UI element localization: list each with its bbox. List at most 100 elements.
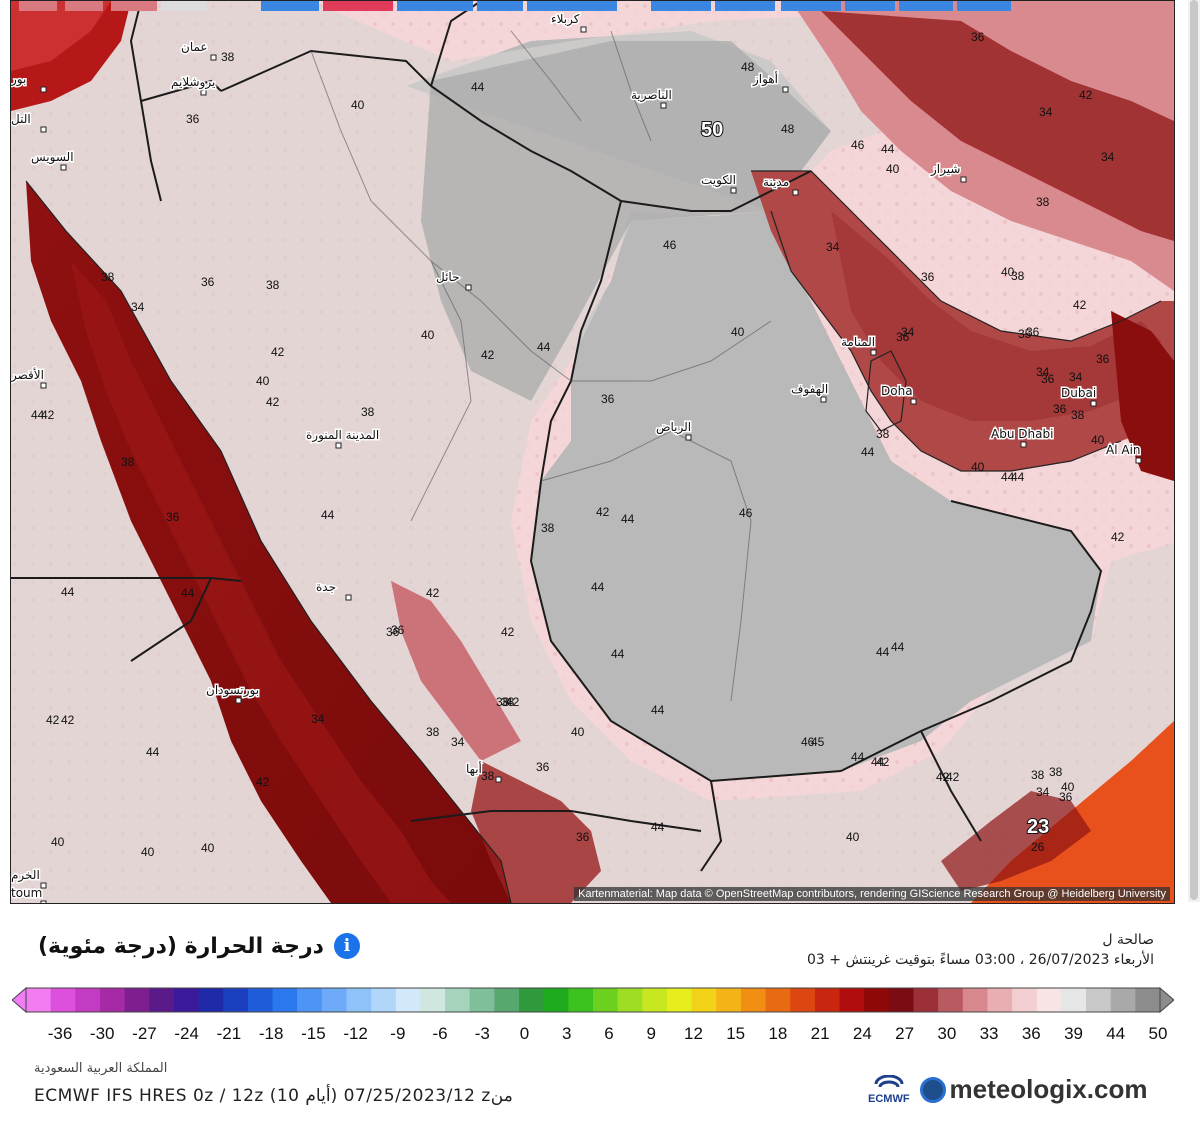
temp-label: 44	[591, 580, 605, 594]
footer-cut-text	[34, 1120, 1164, 1129]
colorbar-segment	[568, 988, 594, 1012]
temp-label: 44	[651, 820, 665, 834]
top-strip-7	[397, 1, 473, 11]
colorbar-segment	[494, 988, 520, 1012]
scrollbar[interactable]	[1188, 0, 1200, 902]
region-label: المملكة العربية السعودية	[34, 1061, 168, 1076]
colorbar-tick-label: 21	[810, 1024, 830, 1043]
colorbar-segment	[149, 988, 175, 1012]
temp-label: 36	[536, 760, 550, 774]
ecmwf-logo[interactable]: ECMWF	[868, 1074, 910, 1105]
top-strip-8	[477, 1, 523, 11]
city-marker	[235, 697, 242, 704]
city-label: الرياض	[656, 420, 691, 435]
colorbar-tick-label: 36	[1021, 1024, 1041, 1043]
colorbar-segment	[888, 988, 914, 1012]
city-marker	[210, 54, 217, 61]
city-marker	[730, 187, 737, 194]
temp-label: 36	[601, 392, 615, 406]
city-marker	[1020, 441, 1027, 448]
city-label: مدينة	[763, 175, 789, 189]
city-label: بورتسودان	[206, 683, 259, 698]
province-borders	[310, 30, 772, 702]
colorbar-tick-label: 44	[1106, 1024, 1126, 1043]
city-marker	[820, 396, 827, 403]
city-marker	[782, 86, 789, 93]
colorbar-segment	[297, 988, 323, 1012]
temp-label: 40	[1091, 433, 1105, 447]
temp-label: 38	[221, 50, 235, 64]
city-label: يروشلايم	[171, 75, 215, 90]
top-strip-6	[323, 1, 393, 11]
city-label: أهواز	[752, 71, 778, 87]
top-strip-15	[957, 1, 1011, 11]
city-label: Doha	[881, 384, 913, 398]
colorbar-segment	[839, 988, 865, 1012]
city-marker	[660, 102, 667, 109]
top-strip-2	[65, 1, 103, 11]
colorbar-segment	[1110, 988, 1136, 1012]
colorbar-tick-label: 39	[1064, 1024, 1083, 1043]
hot-region-core	[406, 31, 1101, 781]
colorbar-segment	[740, 988, 767, 1012]
colorbar-segment	[913, 988, 939, 1012]
city-marker	[60, 164, 67, 171]
colorbar-tick-label: -12	[343, 1024, 368, 1043]
top-strip-9	[527, 1, 617, 11]
colorbar-tick-label: 50	[1148, 1024, 1168, 1043]
temp-label: 34	[1039, 105, 1053, 119]
temp-label: 38	[426, 725, 440, 739]
colorbar-segment	[173, 988, 200, 1012]
colorbar-segment	[420, 988, 446, 1012]
colorbar-tick-label: -36	[47, 1024, 73, 1043]
city-label: Dubai	[1061, 386, 1096, 400]
temp-label: 34	[451, 735, 465, 749]
colorbar-segment	[543, 988, 569, 1012]
temp-label: 42	[481, 348, 495, 362]
colorbar-segment	[642, 988, 668, 1012]
temp-label: 44	[881, 142, 895, 156]
temp-label: 36	[186, 112, 200, 126]
top-strip-13	[845, 1, 895, 11]
temp-label: 40	[256, 374, 270, 388]
top-strip-11	[715, 1, 775, 11]
temp-label: 40	[141, 845, 155, 859]
temp-label: 44	[1001, 470, 1015, 484]
temp-label: 44	[31, 408, 45, 422]
temperature-map[interactable]: 38 36 40 44 48 48 46 44 42 38 36 34 40 38 42 40 38 34 36 42…	[10, 0, 1175, 904]
temp-label: 44	[621, 512, 635, 526]
temp-label: 40	[886, 162, 900, 176]
gulf-inner	[831, 211, 1161, 421]
colorbar-tick-label: 0	[519, 1024, 530, 1043]
colorbar-segment	[1135, 988, 1161, 1012]
colorbar-segment	[814, 988, 841, 1012]
city-marker	[792, 189, 799, 196]
top-strip-3	[111, 1, 157, 11]
city-marker	[345, 594, 352, 601]
colorbar-segment	[1086, 988, 1112, 1012]
temp-label: 36	[1041, 372, 1055, 386]
colorbar-segment	[395, 988, 421, 1012]
meteologix-logo[interactable]: meteologix.com	[919, 1074, 1147, 1105]
temp-label: 40	[846, 830, 860, 844]
temp-label: 38	[876, 427, 890, 441]
info-icon[interactable]: i	[333, 933, 360, 959]
oman-coast	[941, 791, 1091, 891]
top-strip-1	[19, 1, 57, 11]
city-marker	[960, 176, 967, 183]
scrollbar-thumb[interactable]	[1190, 0, 1198, 900]
colorbar-segment	[765, 988, 791, 1012]
colorbar-segment	[223, 988, 249, 1012]
colorbar-frame	[25, 987, 1161, 1013]
color-scale-bar	[12, 986, 1174, 1014]
colorbar-tick-label: 33	[979, 1024, 999, 1043]
temp-label: 44	[321, 508, 335, 522]
city-marker	[40, 126, 47, 133]
temp-label: 44	[861, 445, 875, 459]
colorbar-segment	[99, 988, 126, 1012]
colorbar-segment	[864, 988, 890, 1012]
city-label: المنامة	[841, 335, 875, 349]
top-strip-5	[261, 1, 319, 11]
colorbar-tick-label: 12	[683, 1024, 703, 1043]
temp-label: 38	[1031, 768, 1045, 782]
